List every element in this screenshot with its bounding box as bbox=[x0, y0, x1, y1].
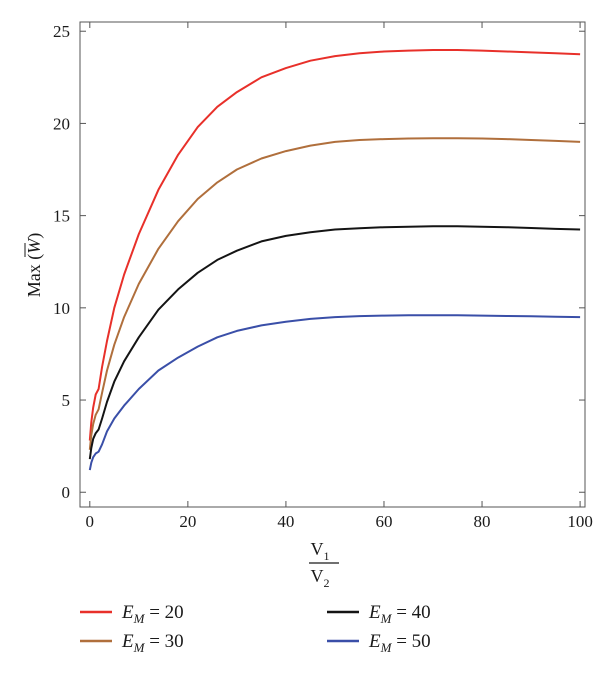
legend-label-1: EM = 20 bbox=[121, 602, 184, 626]
y-tick-label-20: 20 bbox=[53, 114, 70, 133]
y-tick-label-5: 5 bbox=[62, 391, 71, 410]
legend-item-3: EM = 40 bbox=[327, 602, 431, 626]
y-axis-label-symbol: W bbox=[24, 237, 44, 254]
tick-group: 0 20 40 60 80 100 0 5 10 15 20 25 bbox=[53, 22, 593, 531]
y-tick-label-0: 0 bbox=[62, 483, 71, 502]
x-axis-label: V1 V2 bbox=[309, 539, 339, 590]
plot-frame bbox=[79, 21, 586, 508]
y-axis-label-prefix: Max ( bbox=[24, 254, 45, 298]
x-tick-label-40: 40 bbox=[277, 512, 294, 531]
series-line-1 bbox=[88, 49, 581, 441]
y-tick-label-10: 10 bbox=[53, 299, 70, 318]
y-axis-label-suffix: ) bbox=[24, 233, 45, 239]
x-tick-label-20: 20 bbox=[179, 512, 196, 531]
y-tick-label-25: 25 bbox=[53, 22, 70, 41]
legend: EM = 20 EM = 30 EM = 40 EM = 50 bbox=[80, 602, 431, 655]
x-tick-label-0: 0 bbox=[86, 512, 95, 531]
series-lines bbox=[88, 49, 581, 471]
series-line-3 bbox=[88, 225, 581, 460]
legend-item-4: EM = 50 bbox=[327, 631, 431, 655]
y-axis-label-text: Max (W) bbox=[24, 233, 45, 298]
legend-label-2: EM = 30 bbox=[121, 631, 184, 655]
x-tick-label-60: 60 bbox=[375, 512, 392, 531]
legend-label-3: EM = 40 bbox=[368, 602, 431, 626]
x-axis-label-denominator: V2 bbox=[311, 566, 330, 590]
legend-item-2: EM = 30 bbox=[80, 631, 184, 655]
legend-item-1: EM = 20 bbox=[80, 602, 184, 626]
x-axis-label-numerator: V1 bbox=[311, 539, 330, 563]
series-line-4 bbox=[88, 314, 581, 471]
y-axis-label: Max (W) bbox=[24, 233, 45, 298]
x-tick-label-100: 100 bbox=[567, 512, 593, 531]
y-tick-label-15: 15 bbox=[53, 207, 70, 226]
legend-label-4: EM = 50 bbox=[368, 631, 431, 655]
series-line-2 bbox=[88, 137, 581, 450]
x-tick-label-80: 80 bbox=[474, 512, 491, 531]
